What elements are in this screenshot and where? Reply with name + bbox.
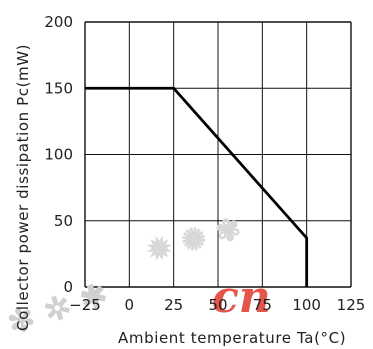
y-tick-label: 200 xyxy=(44,13,73,31)
x-tick-label: 100 xyxy=(292,296,321,314)
x-tick-label: 0 xyxy=(125,296,135,314)
x-tick-label: 75 xyxy=(253,296,272,314)
x-tick-label: 25 xyxy=(164,296,183,314)
x-axis-label: Ambient temperature Ta(°C) xyxy=(118,329,346,347)
x-tick-label: 50 xyxy=(208,296,227,314)
y-tick-label: 150 xyxy=(44,79,73,97)
watermark: ✻ ✲ ✱ ✹ ✺ ✾ cn xyxy=(3,211,271,343)
x-tick-label: 125 xyxy=(337,296,366,314)
series-line xyxy=(85,86,309,287)
y-tick-label: 50 xyxy=(54,212,73,230)
watermark-glyph: ✹ ✺ ✾ xyxy=(142,211,245,270)
watermark-text: cn xyxy=(212,272,271,323)
series-layer xyxy=(85,86,309,287)
y-tick-label: 0 xyxy=(63,278,73,296)
y-axis-label: Collector power dissipation Pc(mW) xyxy=(14,44,32,331)
y-tick-label: 100 xyxy=(44,146,73,164)
x-tick-label: −25 xyxy=(69,296,101,314)
